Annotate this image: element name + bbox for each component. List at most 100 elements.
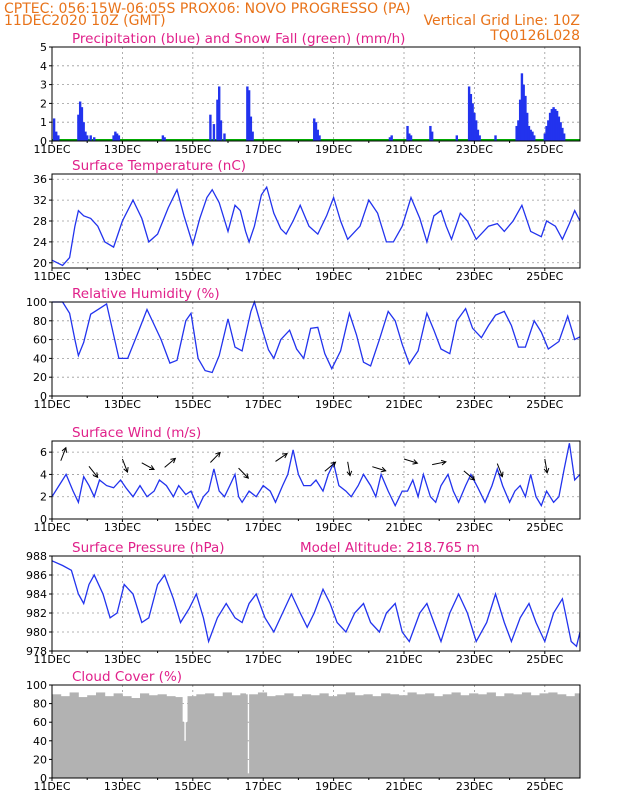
temperature-frame bbox=[51, 173, 581, 269]
pressure-ytick-label: 988 bbox=[26, 550, 47, 563]
wind-arrow-head bbox=[170, 457, 177, 464]
wind-arrow-head bbox=[92, 472, 99, 479]
cloud-cover-bar bbox=[245, 694, 248, 778]
wind-arrow-head bbox=[498, 471, 504, 478]
wind-title: Surface Wind (m/s) bbox=[72, 425, 201, 441]
precipitation-bar bbox=[57, 135, 60, 141]
precipitation-bar bbox=[212, 124, 216, 141]
precipitation-bar bbox=[314, 122, 318, 141]
precipitation-bar bbox=[86, 135, 89, 141]
precipitation-bar bbox=[478, 135, 481, 141]
cloud-cover-xtick-label: 17DEC bbox=[245, 780, 282, 793]
precipitation-xtick-label: 21DEC bbox=[385, 143, 422, 156]
precipitation-bar bbox=[561, 127, 564, 141]
header-model-id: TQ0126L028 bbox=[489, 28, 580, 44]
wind-line bbox=[51, 443, 581, 510]
pressure-ytick-label: 980 bbox=[26, 626, 47, 639]
cloud-cover-ytick-label: 20 bbox=[33, 753, 47, 766]
wind-arrow-shaft bbox=[210, 452, 221, 463]
cloud-cover-ytick-label: 80 bbox=[33, 698, 47, 711]
cloud-cover-bar bbox=[131, 698, 141, 778]
temperature-xtick-label: 17DEC bbox=[245, 270, 282, 283]
wind-ytick-label: 4 bbox=[40, 468, 47, 481]
humidity-ytick-label: 40 bbox=[33, 352, 47, 365]
pressure-xtick-label: 21DEC bbox=[385, 653, 422, 666]
precipitation-bar bbox=[84, 131, 87, 141]
precipitation-bar bbox=[249, 116, 253, 141]
cloud-cover-bar bbox=[433, 696, 444, 778]
cloud-cover-bar bbox=[425, 693, 435, 778]
cloud-cover-bar bbox=[52, 694, 62, 778]
precipitation-ytick-label: 4 bbox=[40, 60, 47, 73]
cloud-cover-bar bbox=[60, 696, 70, 778]
cloud-cover-bar bbox=[196, 694, 206, 778]
cloud-cover-bar bbox=[249, 694, 259, 778]
precipitation-xtick-label: 17DEC bbox=[245, 143, 282, 156]
cloud-cover-bar bbox=[574, 693, 581, 778]
cloud-cover-bar bbox=[398, 695, 408, 778]
precipitation-bar bbox=[161, 135, 165, 141]
cloud-cover-bar bbox=[69, 692, 79, 778]
precipitation-bar bbox=[209, 114, 212, 141]
wind-ytick-label: 2 bbox=[40, 491, 47, 504]
temperature-ytick-label: 24 bbox=[33, 236, 47, 249]
precipitation-bar bbox=[557, 116, 561, 141]
precipitation-bar bbox=[55, 131, 58, 141]
humidity-line bbox=[52, 299, 581, 374]
cloud-cover-bar bbox=[175, 697, 183, 778]
cloud-cover-bar bbox=[301, 694, 312, 778]
precipitation-bar bbox=[409, 135, 413, 141]
cloud-cover-bar bbox=[122, 696, 132, 778]
precipitation-bar bbox=[251, 131, 254, 141]
cloud-cover-ytick-label: 60 bbox=[33, 716, 47, 729]
cloud-cover-bar bbox=[495, 696, 505, 778]
wind-xtick-label: 19DEC bbox=[315, 521, 352, 534]
precipitation-title: Precipitation (blue) and Snow Fall (gree… bbox=[72, 31, 405, 47]
cloud-cover-bar bbox=[469, 693, 479, 778]
wind-arrow-head bbox=[543, 467, 550, 474]
temperature-xtick-label: 15DEC bbox=[174, 270, 211, 283]
wind-arrow bbox=[275, 452, 288, 462]
wind-arrow bbox=[403, 458, 419, 465]
cloud-cover-bar bbox=[222, 692, 232, 778]
humidity-ytick-label: 0 bbox=[40, 390, 47, 403]
precipitation-bar bbox=[430, 131, 434, 141]
humidity-xtick-label: 13DEC bbox=[104, 398, 141, 411]
cloud-cover-bar bbox=[477, 694, 488, 778]
precipitation-bar bbox=[390, 135, 393, 141]
wind-arrow bbox=[88, 466, 99, 479]
precipitation-bar bbox=[471, 103, 474, 141]
precipitation-bar bbox=[545, 125, 548, 141]
pressure-ytick-label: 978 bbox=[26, 645, 47, 658]
precipitation-ytick-label: 0 bbox=[40, 135, 47, 148]
precipitation-xtick-label: 13DEC bbox=[104, 143, 141, 156]
precipitation-bar bbox=[313, 118, 316, 141]
precipitation-bar bbox=[82, 122, 85, 141]
cloud-cover-bar bbox=[521, 692, 532, 778]
humidity-ytick-label: 60 bbox=[33, 334, 47, 347]
cloud-cover-title: Cloud Cover (%) bbox=[72, 669, 182, 685]
cloud-cover-bar bbox=[363, 694, 373, 778]
cloud-cover-bar bbox=[87, 695, 97, 778]
cloud-cover-panel: 0 20 40 60 80 100 11DEC 13DEC 15DEC 17DEC 19DEC 21D… bbox=[26, 669, 581, 793]
cloud-cover-bar bbox=[157, 694, 167, 778]
wind-arrow bbox=[372, 466, 387, 473]
wind-xtick-label: 21DEC bbox=[385, 521, 422, 534]
cloud-cover-bar bbox=[389, 694, 400, 778]
wind-arrow bbox=[121, 458, 129, 474]
wind-arrow-head bbox=[380, 466, 387, 473]
cloud-cover-bar bbox=[548, 692, 558, 778]
cloud-cover-bar bbox=[407, 692, 417, 778]
cloud-cover-bar bbox=[275, 695, 285, 778]
temperature-ytick-label: 28 bbox=[33, 215, 47, 228]
wind-xtick-label: 15DEC bbox=[174, 521, 211, 534]
precipitation-bar bbox=[115, 133, 119, 141]
wind-arrow-shaft bbox=[164, 457, 176, 468]
wind-xtick-label: 11DEC bbox=[33, 521, 70, 534]
precipitation-ytick-label: 5 bbox=[40, 41, 47, 54]
wind-arrow-shaft bbox=[141, 462, 155, 471]
temperature-line bbox=[51, 185, 581, 267]
pressure-line bbox=[51, 560, 581, 648]
precipitation-bar bbox=[522, 84, 525, 141]
